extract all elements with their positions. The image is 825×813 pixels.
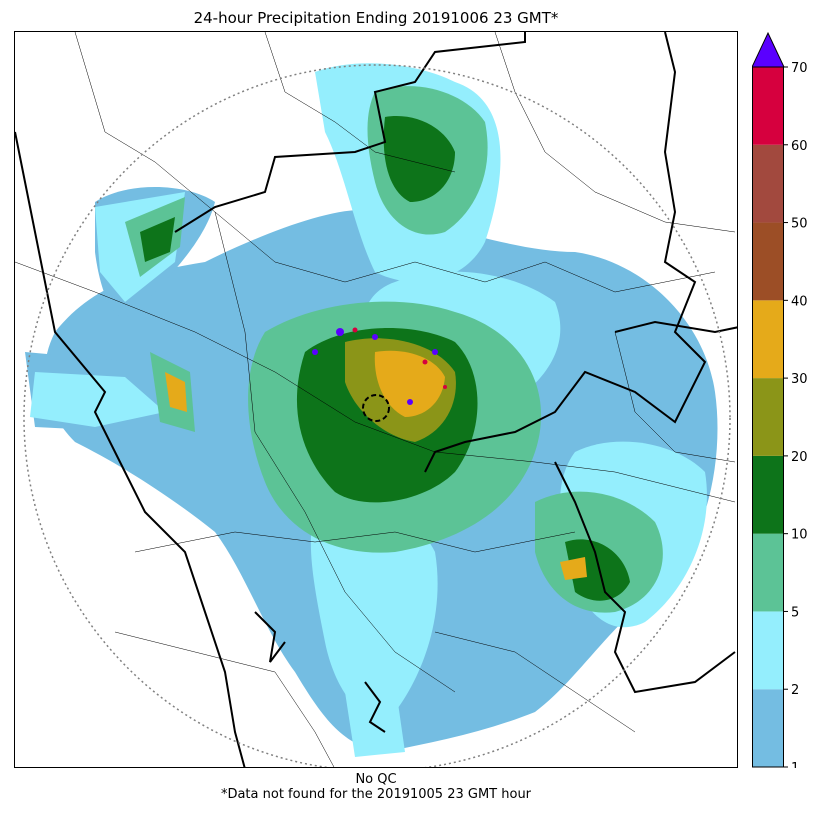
colorbar-segment xyxy=(752,222,784,301)
colorbar-segment xyxy=(752,689,784,767)
colorbar-tick-label: 1 xyxy=(791,761,799,768)
state-boundaries xyxy=(15,32,737,767)
colorbar-tick-label: 30 xyxy=(791,372,808,387)
colorbar-segment xyxy=(752,455,784,534)
colorbar-canvas: 1 2 5 10 20 30 40 50 60 70 xyxy=(751,31,808,776)
colorbar-frame xyxy=(752,66,784,768)
colorbar: 1 2 5 10 20 30 40 50 60 70 xyxy=(751,31,824,776)
colorbar-tick-label: 2 xyxy=(791,683,799,698)
map-title: 24-hour Precipitation Ending 20191006 23… xyxy=(193,9,559,27)
radar-range-ring xyxy=(23,64,731,767)
colorbar-segment xyxy=(752,300,784,379)
district-boundaries xyxy=(15,32,736,767)
colorbar-segment xyxy=(752,611,784,690)
precip-layer-30 xyxy=(165,350,587,580)
radar-site-marker xyxy=(362,394,390,422)
colorbar-tick-label: 10 xyxy=(791,528,808,543)
colorbar-tick-label: 5 xyxy=(791,605,799,620)
precip-60 xyxy=(352,327,447,389)
colorbar-segment xyxy=(752,144,784,223)
colorbar-tick-label: 50 xyxy=(791,217,808,232)
precip-extreme xyxy=(312,328,438,405)
map-canvas xyxy=(15,32,737,767)
colorbar-extend-arrow xyxy=(751,31,785,68)
colorbar-tick-label: 70 xyxy=(791,61,808,76)
colorbar-tick-label: 60 xyxy=(791,139,808,154)
colorbar-tick-label: 40 xyxy=(791,294,808,309)
missing-data-note: *Data not found for the 20191005 23 GMT … xyxy=(220,787,532,802)
colorbar-segment xyxy=(752,533,784,612)
colorbar-tick-label: 20 xyxy=(791,450,808,465)
colorbar-segment xyxy=(752,378,784,456)
colorbar-segment xyxy=(752,67,784,145)
qc-note: No QC xyxy=(355,772,397,787)
precipitation-map[interactable] xyxy=(14,31,738,768)
